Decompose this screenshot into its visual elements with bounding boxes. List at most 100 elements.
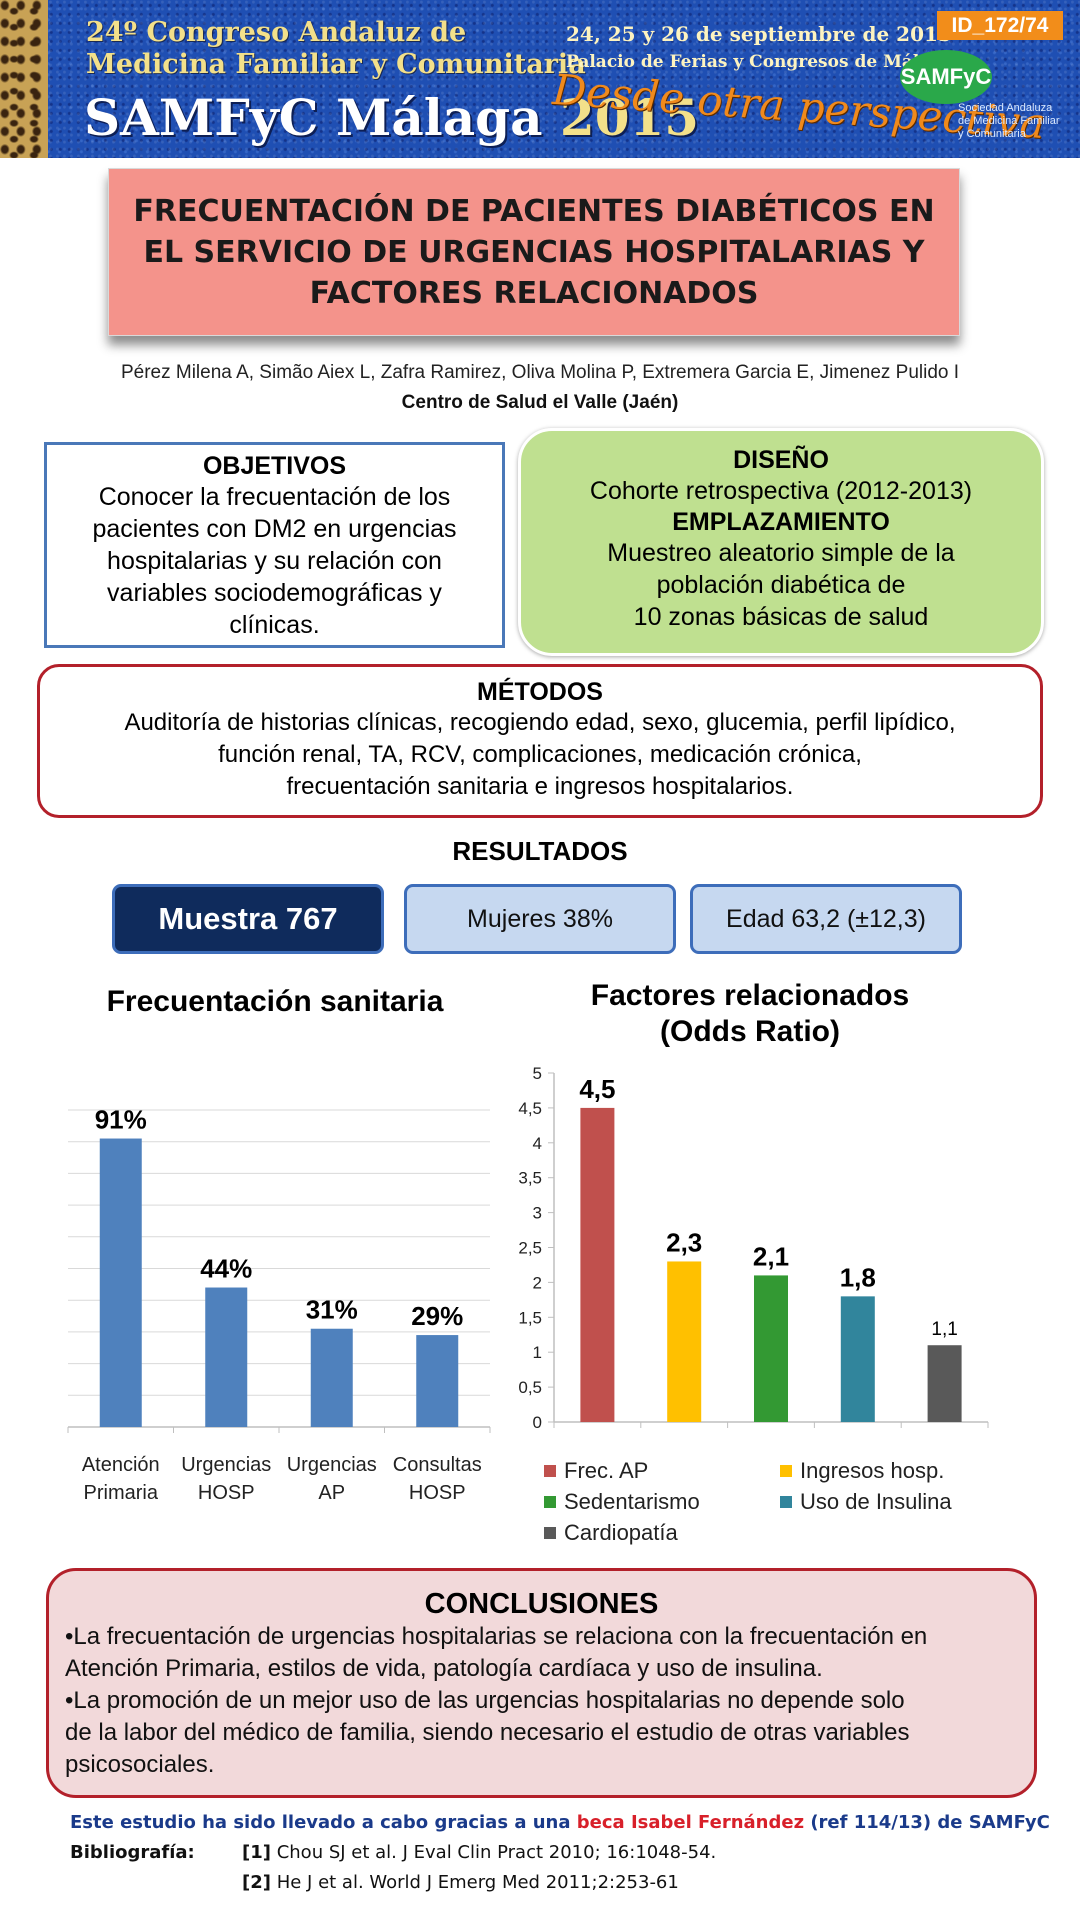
design-text: Cohorte retrospectiva (2012-2013) — [589, 477, 973, 505]
x-tick-label: Consultas — [393, 1454, 482, 1476]
funding-ref: (ref 114/13) de SAMFyC — [804, 1812, 1050, 1833]
conclusions-box: CONCLUSIONES •La frecuentación de urgenc… — [46, 1568, 1037, 1798]
mean-age-badge: Edad 63,2 (±12,3) — [690, 884, 962, 954]
banner-decoration — [0, 0, 48, 158]
x-tick-label: Urgencias — [181, 1454, 271, 1476]
chart-odds-ratio-title: Factores relacionados (Odds Ratio) — [530, 978, 970, 1050]
society-name-line-1: Sociedad Andaluza — [958, 102, 1053, 114]
methods-line: función renal, TA, RCV, complicaciones, … — [218, 741, 862, 768]
legend-swatch — [780, 1496, 792, 1508]
objectives-line: clínicas. — [229, 611, 320, 639]
setting-line: 10 zonas básicas de salud — [633, 603, 929, 631]
congress-name-line-1: 24º Congreso Andaluz de — [86, 17, 467, 48]
grant-name: beca Isabel Fernández — [576, 1812, 805, 1833]
conclusions-heading: CONCLUSIONES — [424, 1588, 659, 1620]
data-label: 2,3 — [666, 1227, 702, 1257]
data-label: 31% — [306, 1295, 358, 1325]
data-label: 1,8 — [840, 1262, 876, 1292]
design-heading: DISEÑO — [733, 446, 829, 474]
y-tick-label: 2 — [533, 1273, 542, 1292]
bibliography-reference: [2] He J et al. World J Emerg Med 2011;2… — [242, 1872, 679, 1893]
reference-text: He J et al. World J Emerg Med 2011;2:253… — [270, 1872, 679, 1893]
bar — [840, 1296, 875, 1422]
methods-heading: MÉTODOS — [477, 678, 603, 706]
chart-frequency-title: Frecuentación sanitaria — [106, 985, 444, 1018]
y-tick-label: 2,5 — [518, 1239, 542, 1258]
society-name-line-2: de Medicina Familiar — [958, 115, 1060, 127]
methods-line: Auditoría de historias clínicas, recogie… — [124, 709, 956, 736]
bibliography-reference: [1] Chou SJ et al. J Eval Clin Pract 201… — [242, 1842, 716, 1863]
bar — [927, 1345, 962, 1422]
objectives-line: variables sociodemográficas y — [107, 579, 442, 607]
setting-line: Muestreo aleatorio simple de la — [607, 539, 955, 567]
authors: Pérez Milena A, Simão Aiex L, Zafra Rami… — [120, 362, 960, 383]
legend-label: Frec. AP — [564, 1458, 648, 1483]
x-tick-label: Urgencias — [287, 1454, 377, 1476]
objectives-heading: OBJETIVOS — [202, 452, 347, 480]
x-tick-label: HOSP — [409, 1482, 466, 1504]
title-box: FRECUENTACIÓN DE PACIENTES DIABÉTICOS EN… — [108, 168, 960, 336]
y-tick-label: 4 — [533, 1134, 542, 1153]
brand-name: SAMFyC Málaga — [84, 88, 543, 147]
x-tick-label: AP — [318, 1482, 345, 1504]
x-tick-label: Primaria — [84, 1482, 159, 1504]
bar — [416, 1335, 459, 1427]
women-percent-badge: Mujeres 38% — [404, 884, 676, 954]
chart-frequency: 91% Atención Primaria 44% Urgencias HOSP 31% Ur… — [67, 1105, 491, 1504]
y-tick-label: 0 — [533, 1413, 542, 1432]
chart-odds-ratio-title-line: (Odds Ratio) — [660, 1015, 840, 1048]
sample-size-badge: Muestra 767 — [112, 884, 384, 954]
y-tick-label: 5 — [533, 1064, 542, 1083]
y-tick-label: 3 — [533, 1204, 542, 1223]
results-heading: RESULTADOS — [452, 836, 628, 866]
y-tick-label: 1 — [533, 1343, 542, 1362]
bar — [667, 1261, 702, 1422]
affiliation: Centro de Salud el Valle (Jaén) — [401, 392, 679, 413]
data-label: 2,1 — [753, 1241, 789, 1271]
x-tick-label: HOSP — [198, 1482, 255, 1504]
event-dates: 24, 25 y 26 de septiembre de 2015 — [566, 22, 952, 46]
conclusion-line: psicosociales. — [65, 1751, 215, 1778]
legend-swatch — [544, 1465, 556, 1477]
objectives-box: OBJETIVOS Conocer la frecuentación de lo… — [44, 442, 505, 648]
data-label: 1,1 — [931, 1319, 957, 1340]
conclusion-line: Atención Primaria, estilos de vida, pato… — [65, 1655, 823, 1682]
reference-number: [2] — [242, 1872, 271, 1893]
design-box: DISEÑO Cohorte retrospectiva (2012-2013)… — [518, 428, 1044, 656]
legend-label: Cardiopatía — [564, 1520, 679, 1545]
reference-text: Chou SJ et al. J Eval Clin Pract 2010; 1… — [270, 1842, 717, 1863]
samfyc-logo: SAMFyC — [900, 50, 992, 104]
legend-label: Uso de Insulina — [800, 1489, 952, 1514]
bar — [754, 1275, 788, 1422]
poster-title: FRECUENTACIÓN DE PACIENTES DIABÉTICOS EN… — [133, 193, 935, 311]
legend-swatch — [544, 1527, 556, 1539]
bibliography-label: Bibliografía: — [70, 1842, 195, 1863]
legend-swatch — [544, 1496, 556, 1508]
society-name-line-3: y Comunitaria — [958, 128, 1026, 140]
objectives-line: pacientes con DM2 en urgencias — [92, 515, 457, 543]
bar — [205, 1287, 248, 1427]
y-tick-label: 0,5 — [518, 1378, 542, 1397]
funding-text: Este estudio ha sido llevado a cabo grac… — [70, 1812, 577, 1833]
bar — [310, 1328, 353, 1427]
conclusion-line: de la labor del médico de familia, siend… — [65, 1719, 910, 1746]
data-label: 44% — [200, 1254, 252, 1284]
header-banner: 24º Congreso Andaluz de Medicina Familia… — [0, 0, 1080, 158]
congress-name-line-2: Medicina Familiar y Comunitaria — [86, 49, 586, 80]
funding-note: Este estudio ha sido llevado a cabo grac… — [70, 1812, 1050, 1833]
conclusion-line: •La frecuentación de urgencias hospitala… — [65, 1623, 928, 1650]
data-label: 29% — [411, 1301, 463, 1331]
setting-line: población diabética de — [656, 571, 906, 599]
brand-year: 2015 — [559, 88, 700, 147]
poster-id-badge: ID_172/74 — [937, 11, 1063, 40]
y-tick-label: 4,5 — [518, 1099, 542, 1118]
data-label: 4,5 — [579, 1074, 615, 1104]
objectives-line: hospitalarias y su relación con — [107, 547, 442, 575]
legend-swatch — [780, 1465, 792, 1477]
chart-odds-ratio: 0 0,5 1 1,5 2 2,5 3 3,5 4 4,5 5 4,5 2,3 2,1 1,8 1,1 Frec… — [518, 1064, 989, 1545]
objectives-line: Conocer la frecuentación de los — [98, 483, 451, 511]
reference-number: [1] — [242, 1842, 271, 1863]
brand-title: SAMFyC Málaga 2015 — [84, 88, 699, 148]
setting-heading: EMPLAZAMIENTO — [672, 508, 890, 536]
methods-line: frecuentación sanitaria e ingresos hospi… — [286, 773, 794, 800]
